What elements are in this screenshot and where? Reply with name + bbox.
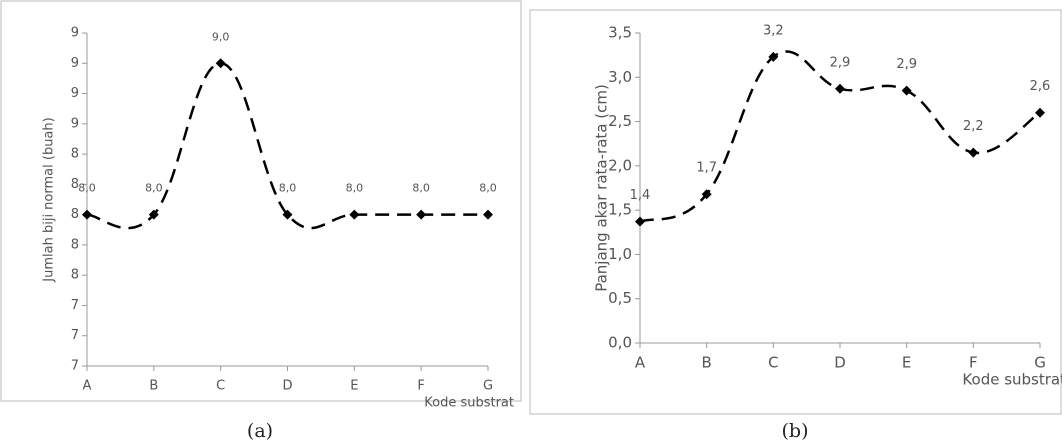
- y-tick-label: 3,0: [608, 68, 632, 86]
- y-tick-label: 2,5: [608, 112, 632, 130]
- y-axis-label: Panjang akar rata-rata (cm): [593, 84, 611, 292]
- x-tick-label: B: [702, 354, 712, 372]
- y-tick-label: 9: [71, 56, 79, 71]
- caption: (a): [247, 420, 273, 442]
- data-point: [148, 209, 159, 220]
- y-tick-label: 2,0: [608, 156, 632, 174]
- data-point: [483, 209, 493, 220]
- data-point: [901, 85, 912, 96]
- x-tick-label: A: [635, 354, 646, 372]
- y-tick-label: 8: [71, 237, 79, 252]
- x-tick-label: G: [483, 379, 493, 394]
- panel-border: [529, 9, 1062, 415]
- data-point: [968, 147, 979, 158]
- data-point: [768, 51, 779, 62]
- data-point: [349, 209, 360, 220]
- x-tick-label: D: [834, 354, 846, 372]
- data-label: 2,9: [896, 57, 917, 72]
- data-label: 2,2: [963, 119, 984, 134]
- x-tick-label: A: [83, 379, 92, 394]
- x-tick-label: F: [417, 379, 424, 394]
- y-tick-label: 7: [71, 298, 79, 313]
- data-point: [835, 83, 845, 94]
- x-tick-label: G: [1034, 354, 1046, 372]
- y-tick-label: 8: [71, 147, 79, 162]
- y-tick-label: 0,0: [608, 334, 632, 352]
- y-tick-label: 1,5: [608, 201, 632, 219]
- x-tick-label: D: [282, 379, 292, 394]
- y-tick-label: 8: [71, 268, 79, 283]
- data-point: [701, 189, 712, 200]
- data-point: [416, 209, 427, 220]
- x-tick-label: B: [149, 379, 158, 394]
- y-tick-label: 7: [71, 359, 79, 374]
- y-tick-label: 9: [71, 86, 79, 101]
- data-point: [215, 58, 226, 69]
- data-point: [282, 209, 293, 220]
- data-line: [639, 50, 1041, 223]
- data-point: [82, 209, 92, 220]
- data-line: [86, 62, 488, 230]
- panel-border: [0, 0, 522, 402]
- data-label: 8,0: [346, 182, 364, 195]
- x-tick-label: F: [969, 354, 978, 372]
- y-tick-label: 0,5: [608, 289, 632, 307]
- y-axis-label: Jumlah biji normal (buah): [42, 117, 57, 282]
- x-axis-label: Kode substrat: [424, 396, 514, 411]
- data-label: 1,4: [630, 188, 651, 203]
- x-tick-label: C: [216, 379, 225, 394]
- caption: (b): [782, 420, 809, 442]
- x-axis-label: Kode substrat: [962, 371, 1062, 389]
- data-label: 2,9: [830, 55, 851, 70]
- data-label: 2,6: [1030, 79, 1051, 94]
- data-label: 8,0: [412, 182, 430, 195]
- data-label: 3,2: [763, 23, 784, 38]
- y-tick-label: 3,5: [608, 24, 632, 42]
- data-label: 1,7: [696, 161, 717, 176]
- data-label: 9,0: [212, 30, 230, 43]
- y-tick-label: 8: [71, 177, 79, 192]
- data-label: 8,0: [479, 182, 497, 195]
- y-tick-label: 1,0: [608, 245, 632, 263]
- data-point: [1035, 107, 1045, 118]
- data-label: 8,0: [279, 182, 297, 195]
- y-tick-label: 9: [71, 26, 79, 41]
- data-point: [635, 216, 645, 227]
- y-tick-label: 9: [71, 116, 79, 131]
- y-tick-label: 8: [71, 207, 79, 222]
- data-label: 8,0: [78, 182, 96, 195]
- x-tick-label: E: [902, 354, 911, 372]
- x-tick-label: E: [350, 379, 358, 394]
- x-tick-label: C: [768, 354, 778, 372]
- y-tick-label: 7: [71, 328, 79, 343]
- data-label: 8,0: [145, 182, 163, 195]
